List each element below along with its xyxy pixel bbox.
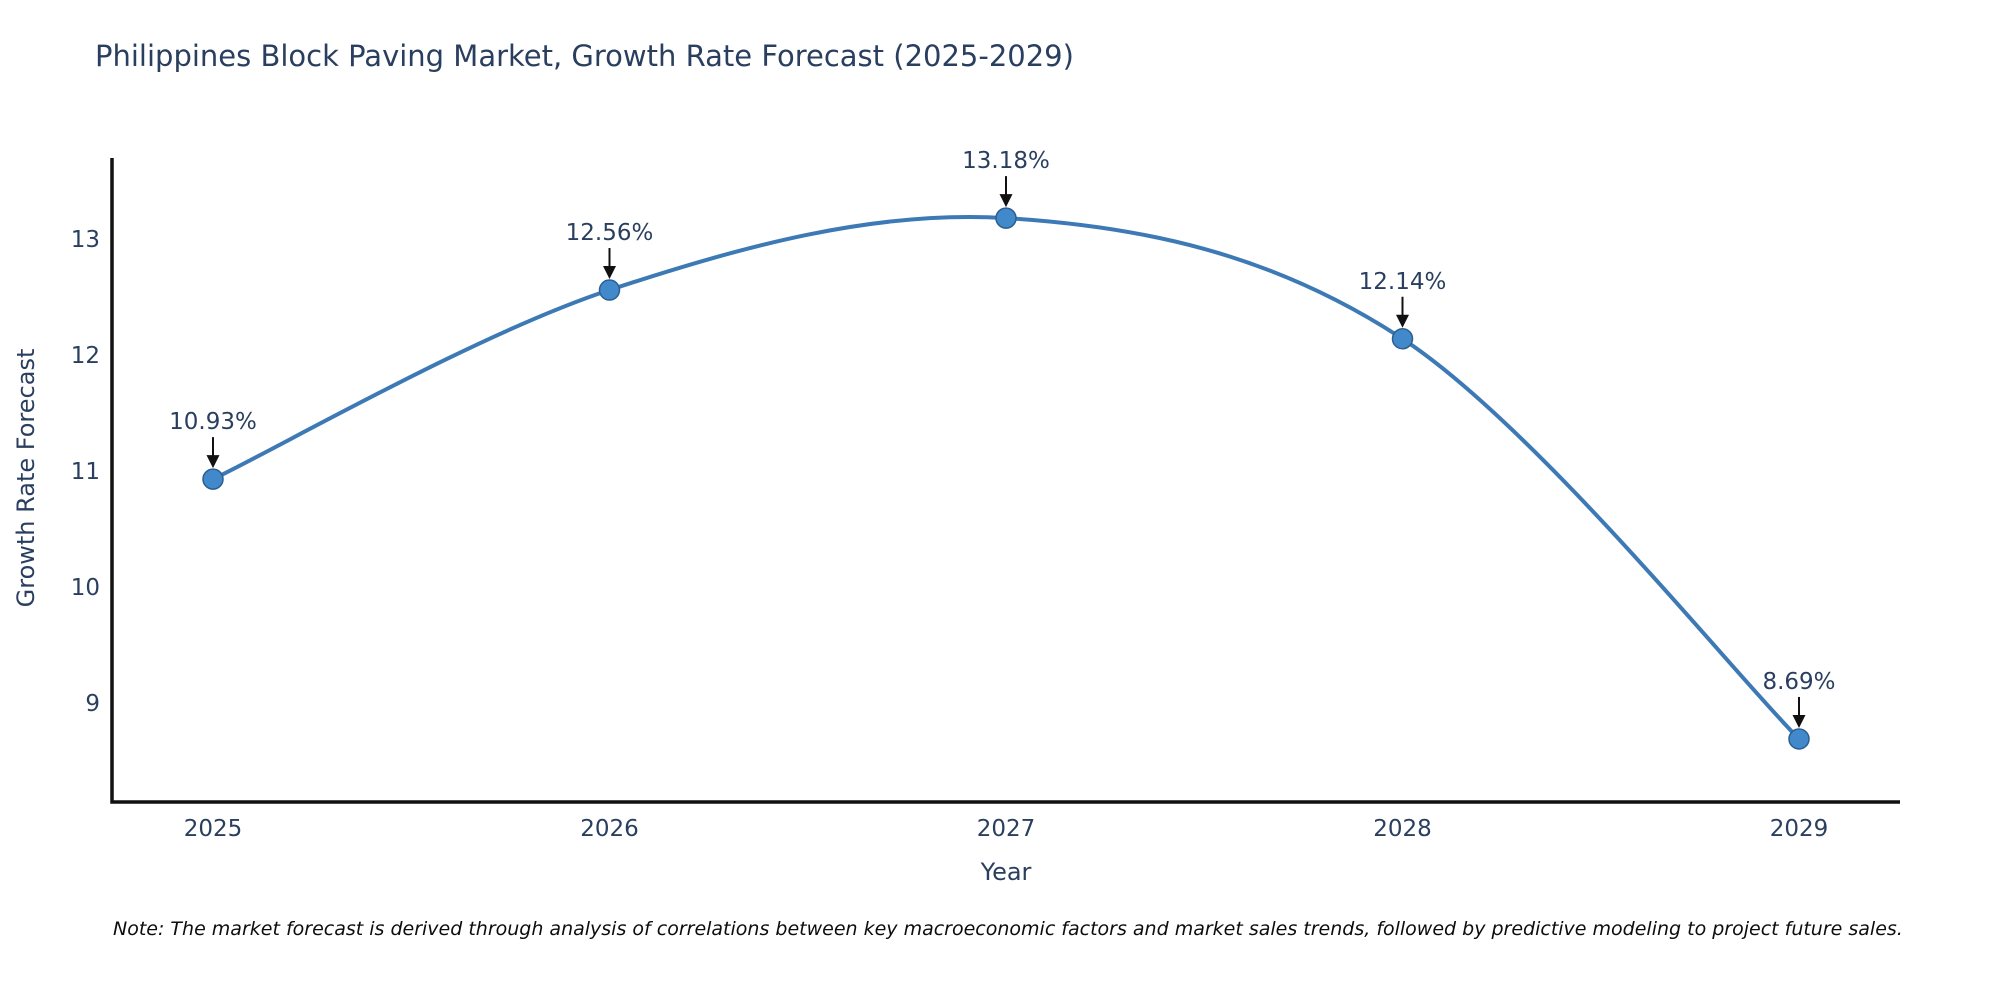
x-tick-label: 2027 (977, 816, 1036, 842)
forecast-line (211, 214, 1801, 741)
data-point-marker (598, 279, 621, 301)
y-tick-label: 11 (71, 459, 100, 485)
data-point-marker (202, 468, 224, 490)
y-tick-label: 9 (85, 691, 100, 717)
data-point-label: 12.14% (1359, 269, 1447, 295)
x-axis-title: Year (980, 858, 1032, 886)
x-tick-label: 2028 (1373, 816, 1432, 842)
annotation-arrow-head (1396, 314, 1409, 328)
data-point-label: 13.18% (962, 148, 1050, 174)
annotation-arrow-head (206, 455, 220, 469)
data-point-marker (995, 207, 1017, 229)
chart-title: Philippines Block Paving Market, Growth … (95, 39, 1074, 73)
y-axis-title: Growth Rate Forecast (12, 348, 40, 608)
data-point-label: 10.93% (169, 409, 257, 435)
footnote: Note: The market forecast is derived thr… (113, 918, 1903, 940)
data-point-marker (1391, 328, 1414, 350)
x-tick-label: 2029 (1770, 816, 1829, 842)
data-point-marker (1788, 728, 1810, 750)
annotation-arrow-head (603, 266, 616, 280)
x-tick-label: 2025 (184, 816, 243, 842)
axis-lines (110, 158, 1900, 804)
annotation-arrow-head (999, 194, 1013, 208)
data-point-label: 8.69% (1762, 669, 1835, 695)
y-tick-label: 10 (71, 575, 100, 601)
annotation-arrow-head (1792, 714, 1806, 728)
y-tick-label: 13 (71, 227, 100, 253)
x-tick-label: 2026 (580, 816, 639, 842)
y-tick-label: 12 (71, 343, 100, 369)
data-point-label: 12.56% (566, 220, 654, 246)
